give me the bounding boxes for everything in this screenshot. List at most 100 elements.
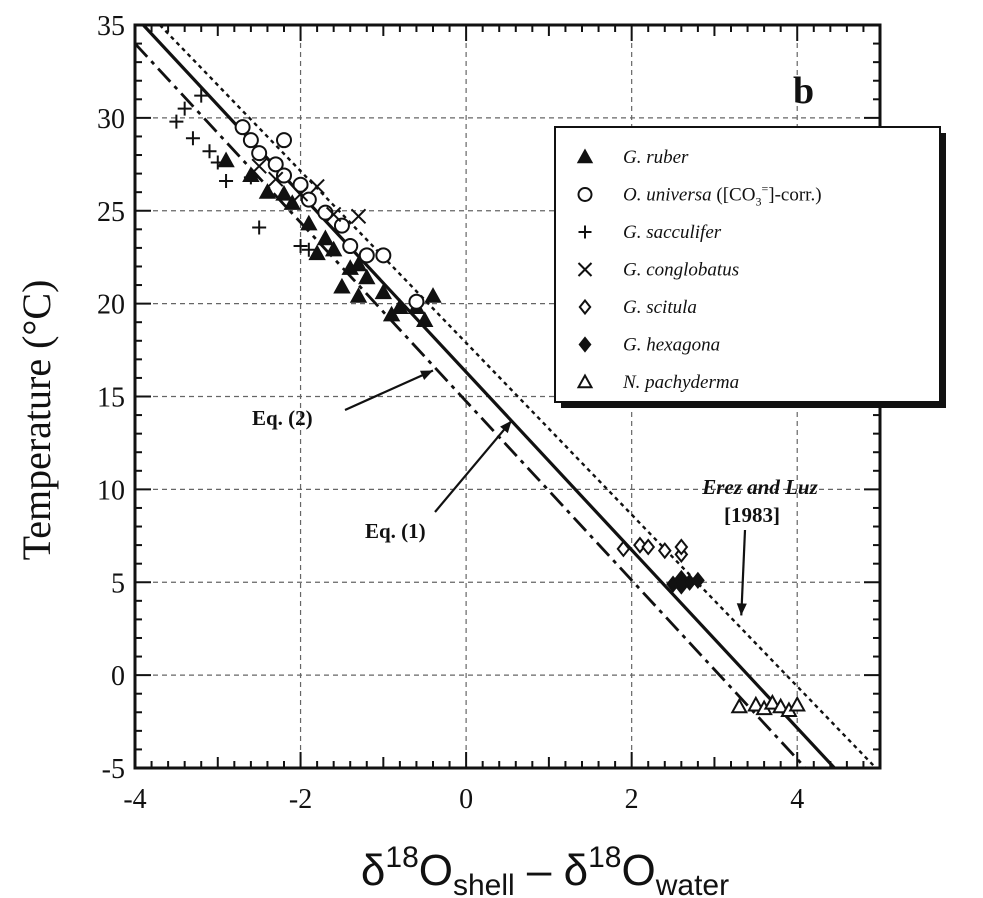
y-tick-label: -5 — [102, 754, 125, 785]
fit-line-erez-and-luz-1983 — [158, 24, 877, 769]
data-point — [416, 311, 434, 327]
legend-label-sup: = — [761, 182, 768, 196]
data-point — [730, 697, 748, 714]
data-markers — [169, 88, 806, 718]
data-point — [169, 114, 184, 129]
legend-item: G. ruber — [576, 147, 689, 168]
legend-marker — [576, 373, 594, 389]
legend-item: G. sacculifer — [578, 222, 722, 243]
data-point — [283, 194, 301, 210]
legend-marker — [577, 187, 593, 202]
x-label-sup2: 18 — [588, 841, 621, 874]
legend-item: O. universa ([CO3=]-corr.) — [577, 182, 822, 209]
x-label-sup1: 18 — [385, 841, 418, 874]
data-point — [276, 167, 292, 184]
legend-marker — [578, 225, 592, 239]
annotation-eq1: Eq. (1) — [365, 419, 513, 543]
series-g.-scitula — [616, 536, 689, 563]
annotation-eq2-label: Eq. (2) — [252, 406, 313, 430]
legend-box — [554, 126, 941, 403]
data-point — [301, 242, 316, 257]
data-point — [267, 156, 284, 173]
data-point — [788, 695, 806, 712]
x-tick-label: -2 — [289, 784, 312, 815]
legend-label-tail: ]-corr.) — [768, 185, 821, 206]
data-point — [309, 178, 325, 195]
data-point — [374, 283, 393, 300]
data-point — [333, 277, 351, 294]
data-point — [324, 240, 343, 257]
legend-item: G. hexagona — [578, 335, 720, 356]
data-point — [316, 229, 335, 246]
data-point — [293, 239, 308, 254]
data-point — [691, 571, 705, 589]
y-tick-label: 15 — [97, 383, 125, 414]
legend-marker — [576, 148, 594, 164]
legend-label: G. hexagona — [623, 335, 720, 356]
legend-label: G. sacculifer — [623, 222, 722, 243]
data-point — [275, 184, 293, 201]
data-point — [424, 287, 442, 303]
data-point — [382, 305, 401, 322]
data-point — [243, 170, 258, 185]
y-tick-label: 25 — [97, 197, 125, 228]
x-label-delta: δ — [361, 846, 386, 895]
data-point — [217, 151, 235, 168]
x-label-o2: O — [622, 846, 656, 895]
annotation-arrow-shaft — [344, 369, 434, 412]
data-point — [771, 697, 790, 714]
data-point — [350, 208, 367, 225]
data-point — [349, 255, 368, 272]
legend-marker — [578, 298, 592, 316]
legend-marker — [577, 262, 593, 277]
annotation-arrow-shaft — [434, 419, 513, 513]
annotation-arrow-head — [736, 603, 747, 616]
data-point — [185, 131, 200, 146]
series-g.-conglobatus — [251, 158, 367, 225]
data-point — [674, 577, 689, 595]
legend-label-sub: 3 — [755, 195, 761, 209]
data-point — [242, 132, 259, 149]
legend-label: G. conglobatus — [623, 260, 739, 281]
data-point — [251, 158, 267, 174]
legend-item: N. pachyderma — [576, 372, 739, 393]
annotation-arrow-head — [420, 370, 433, 381]
y-tick-label: 35 — [97, 11, 125, 42]
data-point — [375, 247, 392, 264]
x-label-minus: – — [515, 846, 564, 895]
data-point — [342, 238, 359, 255]
data-point — [325, 206, 342, 223]
y-tick-label: 30 — [97, 104, 125, 135]
series-o.-universa — [234, 119, 425, 310]
x-tick-label: 0 — [459, 784, 473, 815]
data-point — [408, 293, 425, 310]
data-point — [251, 145, 268, 162]
annotations: Eq. (2) Eq. (1) Erez and Luz [1983] — [252, 369, 819, 616]
y-tick-label: 20 — [97, 290, 125, 321]
y-tick-label: 5 — [111, 568, 125, 599]
y-tick-label: 10 — [97, 475, 125, 506]
data-point — [177, 101, 192, 116]
data-point — [194, 88, 209, 103]
data-point — [292, 186, 309, 202]
data-point — [252, 220, 267, 235]
x-label-delta2: δ — [564, 846, 589, 895]
data-point — [300, 214, 318, 231]
legend-item: G. conglobatus — [577, 260, 739, 281]
data-point — [219, 174, 234, 189]
axis-tick-labels: -4 -2 0 2 4 -5 0 5 10 15 20 25 30 35 — [97, 11, 804, 815]
x-label-o1: O — [419, 846, 453, 895]
data-point — [300, 191, 317, 208]
data-point — [308, 244, 326, 261]
axis-ticks — [134, 24, 881, 769]
legend-item: G. scitula — [578, 297, 697, 318]
data-point — [210, 155, 225, 170]
y-axis-label: Temperature (°C) — [14, 280, 59, 561]
panel-letter: b — [793, 70, 814, 112]
legend-label: O. universa ([CO3=]-corr.) — [623, 182, 822, 209]
data-point — [268, 171, 284, 187]
data-point — [333, 217, 350, 234]
legend-label: G. scitula — [623, 297, 697, 318]
data-point — [616, 540, 631, 558]
